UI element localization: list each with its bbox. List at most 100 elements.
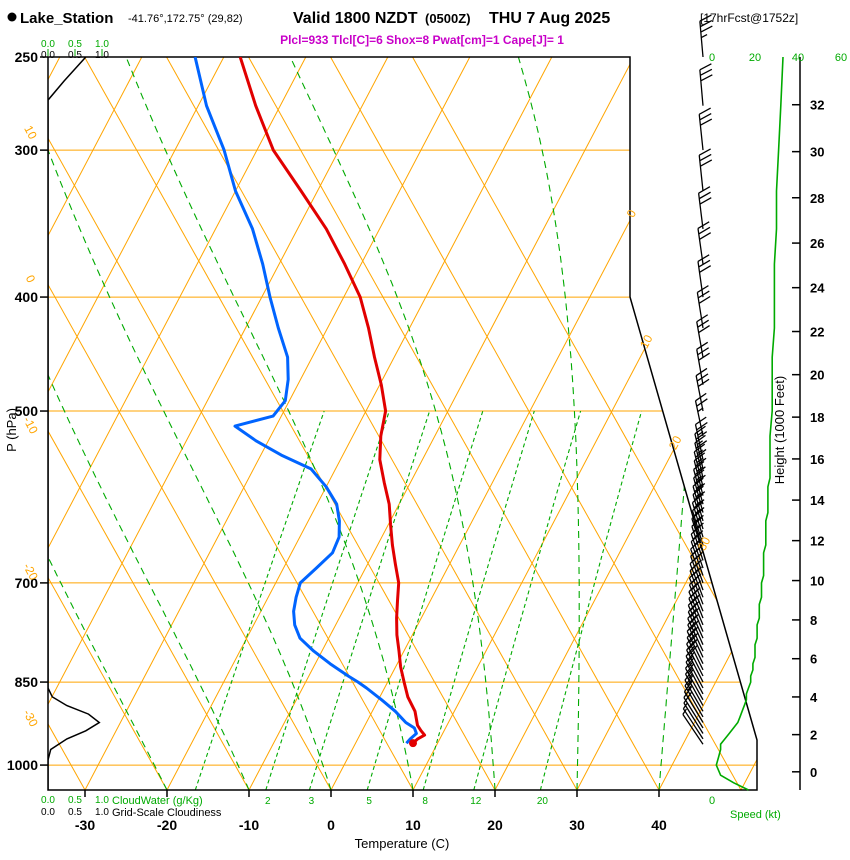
dry-adiabat-line <box>166 57 578 790</box>
wind-barb <box>699 14 713 58</box>
speed-scale-label: 20 <box>749 52 761 64</box>
temp-tick-label: 40 <box>651 817 667 833</box>
dry-adiabat-line <box>48 57 168 790</box>
cloud-scale-label: 1.0 <box>95 795 109 806</box>
height-tick-label: 20 <box>810 368 824 383</box>
height-tick-label: 10 <box>810 574 824 589</box>
temperature-curve <box>238 57 427 745</box>
cloud-scale-label: 0.0 <box>41 50 55 61</box>
height-tick-label: 28 <box>810 191 824 206</box>
isotherm-label: 10 <box>637 332 656 351</box>
wind-barb <box>699 63 713 106</box>
mixing-ratio-line <box>308 410 431 790</box>
temp-tick-label: -30 <box>75 817 95 833</box>
height-tick-label: 26 <box>810 236 824 251</box>
height-tick-label: 0 <box>810 765 817 780</box>
cloudwater-axis-label: CloudWater (g/Kg) <box>112 795 203 807</box>
station-name: Lake_Station <box>20 10 113 27</box>
mixing-ratio-line <box>194 410 325 790</box>
valid-zulu: (0500Z) <box>425 11 471 26</box>
dry-adiabat-line <box>84 57 496 790</box>
cloudiness-profile <box>48 57 101 790</box>
isotherm-line <box>48 57 389 790</box>
temperature-axis-label: Temperature (C) <box>355 836 450 851</box>
temp-tick-label: 0 <box>327 817 335 833</box>
surface-marker <box>408 739 417 748</box>
height-tick-label: 32 <box>810 98 824 113</box>
moist-adiabat-line <box>517 57 580 790</box>
pressure-tick-label: 850 <box>15 674 39 690</box>
moist-adiabat-line <box>289 57 496 790</box>
isotherm-line <box>248 57 635 790</box>
mixing-ratio-line <box>422 410 535 790</box>
height-tick-label: 14 <box>810 493 825 508</box>
cloud-scale-label: 0.5 <box>68 795 82 806</box>
temp-tick-label: 10 <box>405 817 421 833</box>
isotherm-line <box>48 57 143 790</box>
moist-adiabat-line <box>48 57 332 790</box>
temp-tick-label: -20 <box>157 817 177 833</box>
wind-barb <box>695 367 710 412</box>
pressure-tick-label: 300 <box>15 142 39 158</box>
dry-adiabat-line <box>412 57 757 790</box>
isotherm-line <box>48 57 225 790</box>
wind-barb <box>696 285 711 329</box>
cloud-scale-label: 0.0 <box>41 807 55 818</box>
dry-adiabat-line <box>48 57 414 790</box>
isotherm-line <box>494 57 757 790</box>
cloud-scale-label: 0.5 <box>68 39 82 50</box>
pressure-axis-label: P (hPa) <box>4 408 19 452</box>
cloud-scale-label: 1.0 <box>95 50 109 61</box>
isotherm-line <box>166 57 553 790</box>
speed-scale-label: 40 <box>792 52 804 64</box>
wind-barb <box>697 186 712 229</box>
height-tick-label: 18 <box>810 410 824 425</box>
pressure-tick-label: 1000 <box>7 757 38 773</box>
isotherm-line <box>658 57 757 790</box>
mixing-ratio-line <box>265 410 390 790</box>
cloud-scale-label: 0.5 <box>68 807 82 818</box>
wind-barb <box>694 416 708 460</box>
height-tick-label: 8 <box>810 613 817 628</box>
valid-time: Valid 1800 NZDT <box>293 10 418 27</box>
height-tick-label: 4 <box>810 690 818 705</box>
dry-adiabat-label: -30 <box>20 707 41 729</box>
wind-barb <box>696 341 710 385</box>
isotherm-line <box>576 57 757 790</box>
temp-tick-label: 30 <box>569 817 585 833</box>
skewt-grid <box>48 57 757 790</box>
moist-adiabat-line <box>125 57 414 790</box>
station-coords: -41.76°,172.75° (29,82) <box>128 13 243 25</box>
dry-adiabat-line <box>330 57 742 790</box>
mixing-ratio-line <box>539 410 643 790</box>
dewpoint-curve <box>193 57 418 745</box>
isotherm-label: 30 <box>695 534 714 553</box>
mixing-ratio-label: 5 <box>366 796 372 807</box>
height-tick-label: 16 <box>810 452 824 467</box>
height-axis-label: Height (1000 Feet) <box>772 376 787 484</box>
dry-adiabat-label: 10 <box>21 123 40 142</box>
mixing-ratio-line <box>366 410 484 790</box>
cloud-scale-label: 0.0 <box>41 795 55 806</box>
height-tick-label: 24 <box>810 281 825 296</box>
moist-adiabat-line <box>48 57 250 790</box>
mixing-ratio-label: 2 <box>265 796 271 807</box>
isotherm-line <box>48 57 307 790</box>
mixing-ratio-label: 20 <box>537 796 549 807</box>
height-tick-label: 30 <box>810 145 824 160</box>
mixing-ratio-label: 8 <box>422 796 428 807</box>
pressure-tick-label: 250 <box>15 49 39 65</box>
temp-tick-label: -10 <box>239 817 259 833</box>
speed-axis-label: Speed (kt) <box>730 809 781 821</box>
temp-tick-label: 20 <box>487 817 503 833</box>
cloud-scale-label: 0.5 <box>68 50 82 61</box>
forecast-tag: [17hrFcst@1752z] <box>700 11 798 25</box>
station-bullet-icon <box>7 12 17 22</box>
wind-speed-curve <box>715 56 784 791</box>
speed-scale-label: 0 <box>709 52 715 64</box>
dry-adiabat-line <box>48 57 332 790</box>
wind-barb <box>698 148 713 192</box>
wind-barb <box>696 314 710 358</box>
